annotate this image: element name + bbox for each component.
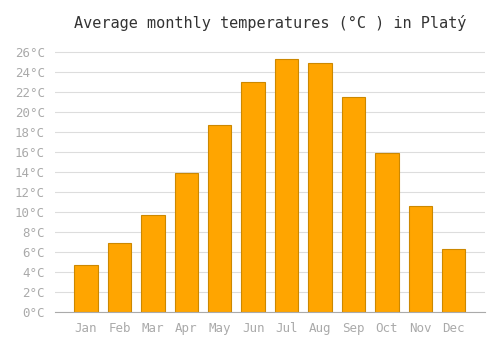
Bar	[141, 215, 165, 312]
Bar	[74, 265, 98, 312]
Bar	[308, 63, 332, 312]
Bar	[442, 249, 466, 312]
Bar	[375, 153, 398, 312]
Bar	[242, 82, 265, 312]
Bar	[208, 125, 232, 312]
Bar	[108, 243, 131, 312]
Bar	[342, 97, 365, 312]
Bar	[275, 59, 298, 312]
Title: Average monthly temperatures (°C ) in Platý: Average monthly temperatures (°C ) in Pl…	[74, 15, 466, 31]
Bar	[408, 206, 432, 312]
Bar	[174, 173, 198, 312]
